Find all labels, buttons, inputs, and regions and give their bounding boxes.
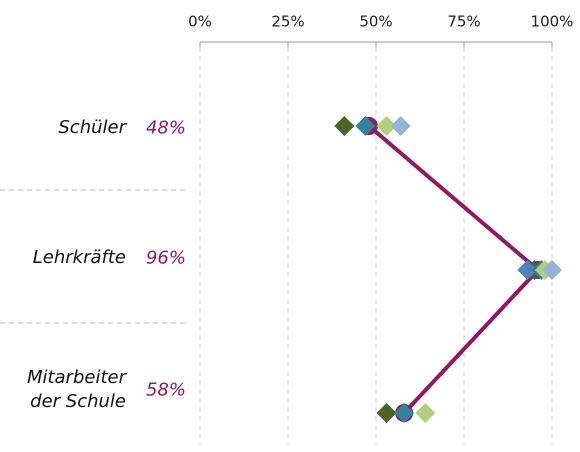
diamond-marker [390,116,411,136]
value-label: 58% [145,379,186,401]
diamond-marker [355,116,376,136]
x-tick-label: 50% [359,13,392,31]
value-label: 48% [145,117,186,139]
diamond-marker [376,116,397,136]
category-label: Lehrkräfte [32,247,126,268]
diamond-marker [376,403,397,423]
value-label: 96% [145,247,186,269]
x-tick-label: 100% [531,13,574,31]
diamond-marker [542,260,562,280]
category-label: Schüler [58,117,126,138]
x-tick-label: 75% [447,13,480,31]
x-tick-label: 25% [271,13,304,31]
category-label: Mitarbeiter der Schule [26,367,126,412]
x-tick-label: 0% [188,13,212,31]
diamond-marker [334,116,355,136]
diamond-marker [394,403,415,423]
diamond-marker [415,403,436,423]
series-line [367,124,541,415]
diamond-marker [517,260,538,280]
